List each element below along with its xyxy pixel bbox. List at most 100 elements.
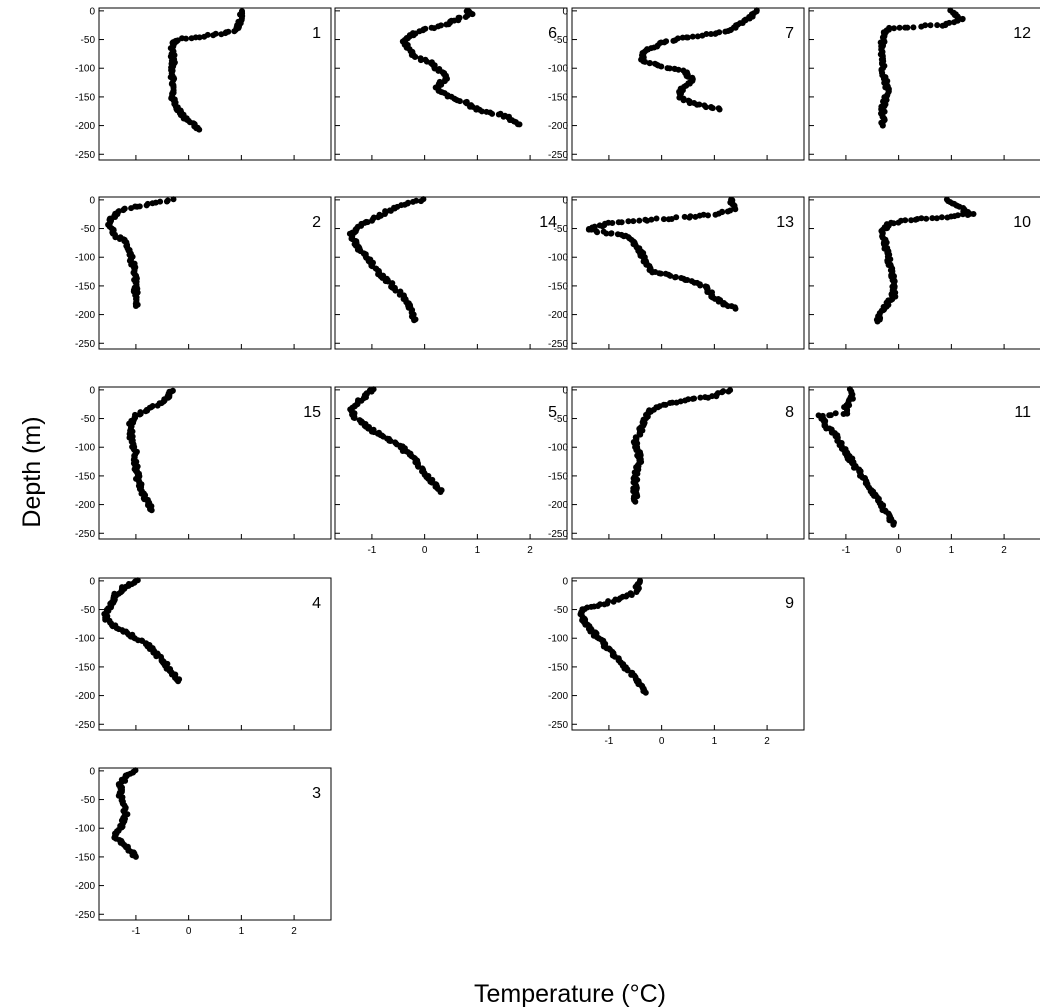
data-point xyxy=(680,97,687,104)
data-point xyxy=(696,101,703,108)
data-point xyxy=(418,198,424,205)
panel-5: -1 0 1 2 5 xyxy=(334,386,568,556)
y-tick-label: -200 xyxy=(75,310,95,321)
y-tick-label: -100 xyxy=(75,64,95,75)
data-point xyxy=(610,598,617,605)
panel-4: 0 -50 -100 -150 -200 -250 4 xyxy=(75,576,332,731)
data-point xyxy=(657,270,664,277)
data-point xyxy=(675,66,682,73)
panel-frame xyxy=(808,7,1040,161)
y-tick-label: -200 xyxy=(548,500,568,511)
data-point xyxy=(923,215,930,222)
data-point xyxy=(895,219,902,226)
data-point xyxy=(154,402,161,409)
data-point xyxy=(456,98,463,105)
data-point xyxy=(716,106,723,113)
data-point xyxy=(411,53,418,60)
data-point xyxy=(732,305,739,312)
y-tick-label: -50 xyxy=(81,35,96,46)
data-point xyxy=(148,507,155,514)
panel-frame xyxy=(98,196,332,350)
data-point xyxy=(410,198,416,205)
data-point xyxy=(934,22,941,29)
y-tick-label: -50 xyxy=(81,795,96,806)
data-point xyxy=(896,24,903,31)
panel-10: 10 xyxy=(808,196,1040,350)
x-tick-label: 1 xyxy=(475,545,481,556)
y-tick-label: 0 xyxy=(562,195,568,206)
y-tick-label: -150 xyxy=(548,92,568,103)
x-tick-label: 0 xyxy=(422,545,428,556)
data-point xyxy=(944,214,951,221)
data-point xyxy=(705,212,711,219)
y-tick-label: 0 xyxy=(562,385,568,396)
data-point xyxy=(970,211,977,217)
data-point xyxy=(684,277,691,283)
data-point xyxy=(628,592,635,598)
panel-12: 12 xyxy=(808,7,1040,161)
data-point xyxy=(667,272,674,279)
data-point xyxy=(703,104,709,111)
x-axis-title: Temperature (°C) xyxy=(474,980,666,1007)
data-point xyxy=(697,282,704,289)
panel-2: 0 -50 -100 -150 -200 -250 2 xyxy=(75,195,332,350)
data-point xyxy=(516,121,523,128)
y-tick-label: -200 xyxy=(548,310,568,321)
data-point xyxy=(670,37,677,44)
data-point xyxy=(132,853,139,860)
data-point xyxy=(725,388,732,395)
y-tick-label: -250 xyxy=(548,529,568,540)
y-tick-label: -150 xyxy=(75,281,95,292)
data-point xyxy=(679,34,686,41)
data-point xyxy=(136,411,143,418)
y-tick-label: -100 xyxy=(75,253,95,264)
x-tick-label: 2 xyxy=(1001,545,1007,556)
data-point xyxy=(724,208,731,215)
data-point xyxy=(443,21,450,28)
panel-frame xyxy=(98,7,332,161)
x-tick-label: 0 xyxy=(186,926,192,937)
y-tick-label: -100 xyxy=(75,634,95,645)
data-point xyxy=(673,399,680,406)
y-tick-label: -200 xyxy=(75,500,95,511)
y-tick-label: -250 xyxy=(75,720,95,731)
x-tick-label: -1 xyxy=(604,736,613,747)
y-tick-label: -250 xyxy=(75,150,95,161)
y-tick-label: -100 xyxy=(548,634,568,645)
data-point xyxy=(149,200,156,207)
data-point xyxy=(686,214,693,221)
panel-id-label: 2 xyxy=(312,214,321,231)
data-point xyxy=(702,394,709,401)
panel-13: 0 -50 -100 -150 -200 -250 13 xyxy=(548,195,805,350)
data-point xyxy=(142,408,149,415)
data-point xyxy=(951,19,958,26)
y-tick-label: -250 xyxy=(75,339,95,350)
y-tick-label: -200 xyxy=(548,121,568,132)
data-point xyxy=(392,287,399,294)
y-tick-label: -50 xyxy=(554,224,569,235)
panel-id-label: 1 xyxy=(312,25,321,42)
data-point xyxy=(666,65,673,72)
data-point xyxy=(188,35,195,42)
data-point xyxy=(196,126,203,133)
data-point xyxy=(681,213,688,220)
data-point xyxy=(891,25,897,32)
data-point xyxy=(218,31,225,38)
data-point xyxy=(500,113,507,120)
y-tick-label: -150 xyxy=(75,471,95,482)
data-point xyxy=(642,58,649,65)
panel-id-label: 6 xyxy=(548,25,557,42)
data-point xyxy=(601,601,608,608)
data-point xyxy=(411,317,418,324)
data-point xyxy=(642,216,649,223)
data-point xyxy=(874,318,881,325)
data-point xyxy=(709,105,716,112)
x-tick-label: 0 xyxy=(659,736,665,747)
data-point xyxy=(959,15,966,22)
data-point xyxy=(722,28,729,35)
data-point xyxy=(694,33,701,40)
data-point xyxy=(832,410,839,417)
panel-9: 0 -50 -100 -150 -200 -250 -1 0 1 2 9 xyxy=(548,576,805,747)
data-point xyxy=(689,395,696,402)
data-point xyxy=(615,219,622,226)
